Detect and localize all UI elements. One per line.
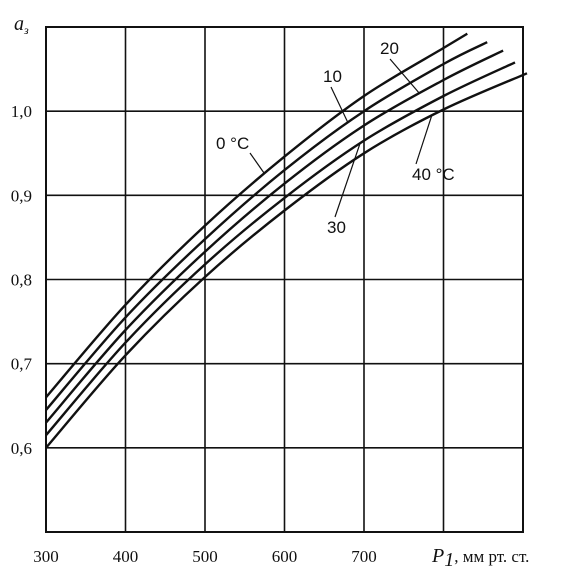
curve-label: 0 °C [216,134,249,153]
y-tick-label: 0,9 [11,186,32,205]
curve-label: 20 [380,39,399,58]
x-axis-unit: , мм рт. ст. [454,547,529,566]
curve-label: 10 [323,67,342,86]
x-tick-label: 300 [33,547,59,566]
tick-labels: 300 400 500 600 700 0,6 0,7 0,8 0,9 1,0 [11,102,377,566]
series-line-2 [45,49,504,424]
y-tick-label: 1,0 [11,102,32,121]
series-line-4 [45,72,528,449]
x-tick-label: 400 [113,547,139,566]
curve-label: 40 °C [412,165,455,184]
y-axis-subscript: з [23,23,29,37]
x-tick-label: 700 [351,547,377,566]
curve-label-leader [330,86,349,124]
x-tick-label: 600 [272,547,298,566]
x-axis-title: P1, мм рт. ст. [431,545,529,571]
y-axis-title: aз [14,13,29,37]
plot-frame [45,26,524,533]
curve-label: 30 [327,218,346,237]
grid [46,27,523,532]
curve-label-leader [389,58,421,95]
series-line-0 [45,32,468,399]
x-tick-label: 500 [192,547,218,566]
series-line-1 [45,41,488,411]
curve-label-leader [334,143,361,218]
y-tick-label: 0,8 [11,271,32,290]
y-tick-label: 0,7 [11,355,33,374]
series-line-3 [45,61,516,436]
curve-label-leader [249,152,266,175]
y-tick-label: 0,6 [11,439,32,458]
curve-label-leader [415,115,433,165]
x-axis-subscript: 1 [444,549,454,571]
curve-labels: 0 °C 10 20 30 40 °C [216,39,455,237]
curves [45,32,528,449]
